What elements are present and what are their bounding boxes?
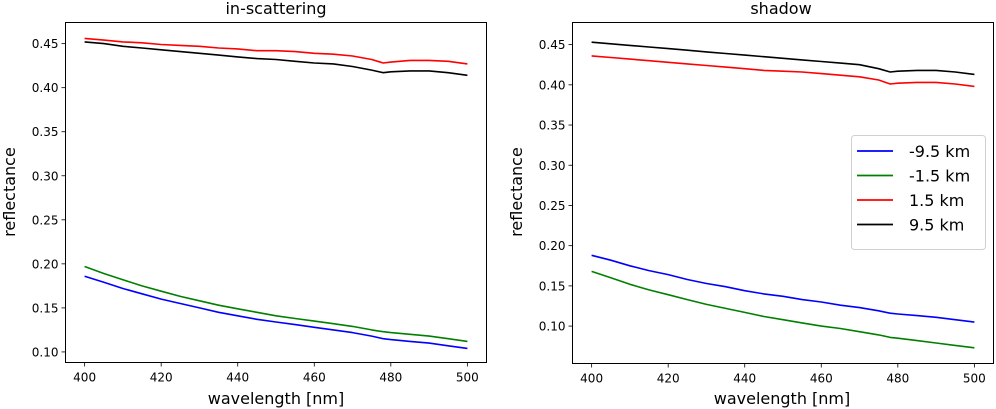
y-tick-label: 0.25 [539, 199, 566, 213]
legend: -9.5 km -1.5 km 1.5 km 9.5 km [851, 135, 986, 250]
y-tick-label: 0.45 [32, 37, 59, 51]
x-axis-label: wavelength [nm] [714, 389, 851, 408]
x-tick-label: 480 [886, 372, 909, 386]
series-line-9_5km [591, 41, 975, 76]
subplot-shadow: shadow reflectance wavelength [nm] 400 42… [507, 0, 994, 408]
y-tick-label: 0.30 [539, 159, 566, 173]
subplot-title: in-scattering [225, 0, 326, 18]
legend-label: -9.5 km [909, 142, 970, 161]
legend-box [851, 135, 986, 250]
y-tick-label: 0.40 [32, 81, 59, 95]
y-tick-label: 0.20 [539, 239, 566, 253]
x-tick-label: 420 [150, 371, 173, 385]
x-tick-label: 400 [580, 372, 603, 386]
y-axis-label: reflectance [0, 147, 19, 237]
x-axis-label: wavelength [nm] [208, 389, 345, 408]
y-tick-label: 0.15 [32, 301, 59, 315]
subplot-title: shadow [750, 0, 811, 18]
series-line--9_5km [591, 254, 975, 323]
y-tick-label: 0.10 [539, 320, 566, 334]
y-tick-label: 0.30 [32, 169, 59, 183]
axes-frame [65, 22, 487, 363]
ticks-layer: 400 420 440 460 480 500 0.10 0.15 0.20 0.25 0.30 0.… [32, 37, 479, 384]
y-tick-label: 0.45 [539, 38, 566, 52]
series-layer [84, 37, 468, 350]
series-line-1_5km [84, 37, 468, 65]
subplot-in-scattering: in-scattering reflectance wavelength [nm… [0, 0, 487, 408]
series-line--1_5km [84, 265, 468, 343]
y-tick-label: 0.35 [32, 125, 59, 139]
x-tick-label: 440 [226, 371, 249, 385]
legend-label: 9.5 km [909, 216, 964, 235]
series-line--9_5km [84, 275, 468, 350]
x-tick-label: 400 [73, 371, 96, 385]
x-tick-label: 460 [810, 372, 833, 386]
x-tick-label: 500 [963, 372, 986, 386]
ticks-layer: 400 420 440 460 480 500 0.10 0.15 0.20 0.25 0.30 0.… [539, 38, 986, 385]
series-line-9_5km [84, 41, 468, 77]
x-tick-label: 500 [456, 371, 479, 385]
y-axis-label: reflectance [507, 147, 526, 237]
y-tick-label: 0.35 [539, 119, 566, 133]
series-layer [591, 41, 975, 349]
legend-items: -9.5 km -1.5 km 1.5 km 9.5 km [857, 142, 970, 235]
y-tick-label: 0.40 [539, 78, 566, 92]
legend-label: 1.5 km [909, 191, 964, 210]
series-line-1_5km [591, 55, 975, 88]
axes-frame [572, 22, 994, 364]
y-tick-label: 0.10 [32, 345, 59, 359]
y-tick-label: 0.15 [539, 279, 566, 293]
y-tick-label: 0.20 [32, 257, 59, 271]
x-tick-label: 460 [303, 371, 326, 385]
legend-label: -1.5 km [909, 167, 970, 186]
x-tick-label: 420 [657, 372, 680, 386]
series-line--1_5km [591, 270, 975, 349]
y-tick-label: 0.25 [32, 213, 59, 227]
x-tick-label: 440 [733, 372, 756, 386]
x-tick-label: 480 [379, 371, 402, 385]
